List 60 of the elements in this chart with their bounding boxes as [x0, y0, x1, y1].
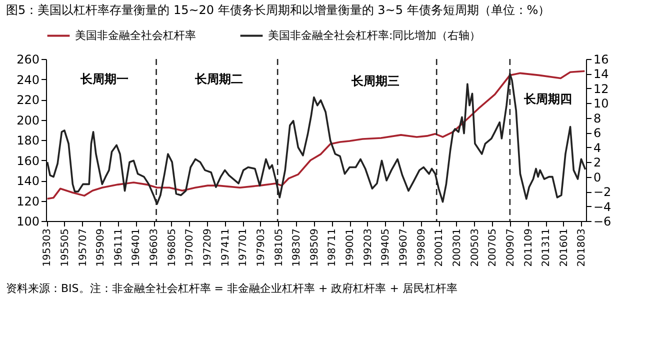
y2-tick-label: −2: [594, 185, 612, 200]
chart-title: 图5：美国以杠杆率存量衡量的 15~20 年债务长周期和以增量衡量的 3~5 年债务短周期（单位：%）: [6, 3, 550, 17]
y2-tick-label: 14: [594, 67, 609, 82]
x-tick-label: 197007: [184, 228, 196, 267]
y2-tick-label: 10: [594, 96, 609, 111]
x-tick-label: 199809: [416, 228, 428, 267]
annotation: 长周期四: [523, 92, 572, 106]
x-tick-label: 198509: [309, 228, 320, 267]
x-tick-label: 195303: [42, 228, 54, 267]
x-tick-label: 196111: [113, 228, 124, 267]
x-tick-label: 199405: [380, 228, 392, 267]
x-tick-label: 199607: [398, 228, 410, 267]
x-tick-label: 200907: [505, 228, 516, 267]
x-tick-label: 197903: [256, 228, 267, 267]
annotation: 长周期二: [194, 72, 243, 86]
x-tick-label: 196401: [131, 228, 142, 267]
y2-tick-label: 0: [594, 170, 602, 184]
x-tick-label: 201803: [576, 228, 588, 267]
y2-tick-label: 8: [594, 111, 602, 126]
x-tick-label: 196805: [166, 228, 178, 267]
x-tick-label: 195505: [60, 228, 71, 267]
annotation: 长周期一: [79, 72, 128, 86]
x-tick-label: 197411: [220, 228, 232, 267]
y-tick-label: 100: [16, 214, 40, 228]
y2-tick-label: 16: [594, 52, 609, 66]
x-tick-label: 201311: [541, 228, 552, 267]
y2-tick-label: 2: [594, 156, 602, 170]
x-tick-label: 201601: [558, 228, 570, 267]
x-tick-label: 199001: [345, 228, 356, 267]
text: 资料来源：BIS。注：非金融全社会杠杆率 = 非金融企业杠杆率 + 政府杠杆率 + 居民杠杆率: [6, 282, 458, 295]
legend-label: 美国非金融全社会杠杆率:同比增加（右轴）: [268, 28, 481, 42]
y-tick-label: 180: [16, 134, 40, 148]
y-tick-label: 220: [16, 93, 40, 107]
x-tick-label: 196603: [149, 228, 160, 267]
y2-tick-label: 4: [594, 140, 602, 155]
y-tick-label: 240: [16, 72, 40, 87]
x-tick-label: 198105: [274, 228, 285, 267]
y2-tick-label: −6: [594, 214, 612, 228]
x-tick-label: 200503: [470, 228, 481, 267]
y-tick-label: 120: [16, 194, 40, 208]
legend-label: 美国非金融全社会杠杆率: [75, 28, 196, 42]
x-tick-label: 195909: [96, 228, 107, 267]
y2-tick-label: −4: [594, 200, 612, 214]
x-tick-label: 199203: [362, 228, 374, 267]
annotation: 长周期三: [350, 74, 400, 88]
y-tick-label: 140: [16, 174, 40, 188]
y-tick-label: 260: [16, 52, 40, 66]
y2-tick-label: 6: [594, 126, 602, 140]
y-tick-label: 160: [16, 154, 40, 168]
x-tick-label: 198307: [292, 228, 303, 267]
x-tick-label: 201109: [523, 228, 534, 267]
y2-tick-label: 12: [594, 82, 609, 96]
x-tick-label: 200301: [452, 228, 463, 267]
y-tick-label: 200: [16, 113, 40, 128]
x-tick-label: 198711: [327, 228, 338, 267]
x-tick-label: 200011: [434, 228, 446, 267]
x-tick-label: 197701: [238, 228, 250, 267]
x-tick-label: 200705: [488, 228, 499, 267]
x-tick-label: 195707: [78, 228, 89, 267]
x-tick-label: 197209: [202, 228, 214, 267]
